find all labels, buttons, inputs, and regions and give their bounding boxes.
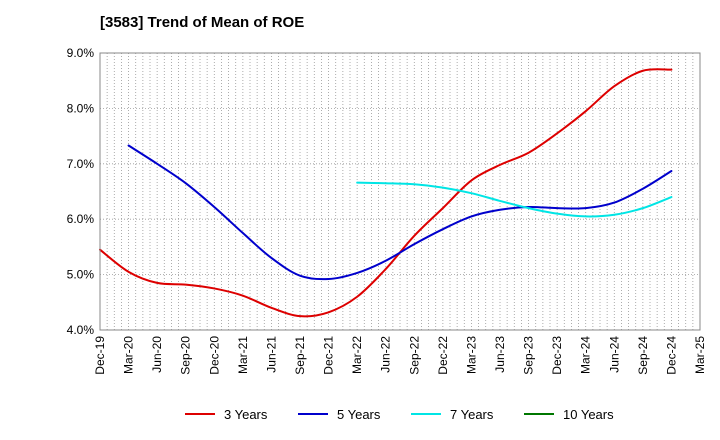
x-tick-label: Dec-20 bbox=[207, 336, 221, 375]
x-tick-label: Jun-24 bbox=[607, 336, 621, 373]
legend-label: 10 Years bbox=[563, 407, 614, 422]
x-tick-label: Dec-21 bbox=[322, 336, 336, 375]
legend-label: 5 Years bbox=[337, 407, 381, 422]
x-tick-label: Sep-20 bbox=[179, 336, 193, 375]
series-line-7-years bbox=[356, 181, 673, 218]
y-tick-label: 6.0% bbox=[67, 212, 95, 226]
x-tick-label: Dec-22 bbox=[436, 336, 450, 375]
x-axis-ticks: Dec-19 Mar-20 Jun-20 Sep-20 Dec-20 Mar-21 Jun-… bbox=[93, 336, 707, 375]
y-tick-label: 4.0% bbox=[67, 323, 95, 337]
x-tick-label: Jun-22 bbox=[379, 336, 393, 373]
series-line-3-years bbox=[99, 68, 673, 318]
legend-label: 7 Years bbox=[450, 407, 494, 422]
series-line-5-years bbox=[127, 144, 673, 281]
legend: 3 Years 5 Years 7 Years 10 Years bbox=[185, 407, 614, 422]
grid bbox=[99, 52, 700, 331]
x-tick-label: Dec-24 bbox=[664, 336, 678, 375]
x-tick-label: Mar-20 bbox=[122, 336, 136, 374]
y-tick-label: 7.0% bbox=[67, 157, 95, 171]
x-tick-label: Jun-20 bbox=[150, 336, 164, 373]
y-axis-ticks: 4.0% 5.0% 6.0% 7.0% 8.0% 9.0% bbox=[67, 46, 95, 337]
x-tick-label: Dec-19 bbox=[93, 336, 107, 375]
x-tick-label: Mar-22 bbox=[350, 336, 364, 374]
x-tick-label: Sep-22 bbox=[407, 336, 421, 375]
x-tick-label: Sep-21 bbox=[293, 336, 307, 375]
chart-title: [3583] Trend of Mean of ROE bbox=[100, 14, 305, 31]
x-tick-label: Dec-23 bbox=[550, 336, 564, 375]
x-tick-label: Sep-23 bbox=[522, 336, 536, 375]
x-tick-label: Mar-23 bbox=[464, 336, 478, 374]
series-lines bbox=[99, 68, 673, 318]
plot-frame bbox=[99, 52, 701, 331]
y-tick-label: 8.0% bbox=[67, 101, 95, 115]
x-tick-label: Sep-24 bbox=[636, 336, 650, 375]
x-tick-label: Jun-23 bbox=[493, 336, 507, 373]
x-tick-label: Mar-24 bbox=[579, 336, 593, 374]
y-tick-label: 9.0% bbox=[67, 46, 95, 60]
x-tick-label: Mar-25 bbox=[693, 336, 707, 374]
x-tick-label: Jun-21 bbox=[264, 336, 278, 373]
legend-label: 3 Years bbox=[224, 407, 268, 422]
y-tick-label: 5.0% bbox=[67, 268, 95, 282]
x-tick-label: Mar-21 bbox=[236, 336, 250, 374]
